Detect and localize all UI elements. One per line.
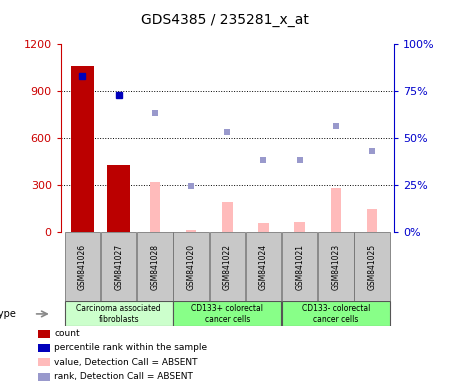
Bar — [149, 182, 160, 232]
Text: GSM841024: GSM841024 — [259, 244, 268, 290]
Bar — [354, 232, 390, 301]
Text: value, Detection Call = ABSENT: value, Detection Call = ABSENT — [54, 358, 198, 367]
Text: CD133+ colorectal
cancer cells: CD133+ colorectal cancer cells — [191, 304, 263, 324]
Bar — [318, 232, 354, 301]
Bar — [173, 301, 281, 326]
Bar — [282, 232, 317, 301]
Text: percentile rank within the sample: percentile rank within the sample — [54, 344, 207, 353]
Bar — [65, 301, 173, 326]
Bar — [246, 232, 281, 301]
Bar — [186, 230, 196, 232]
Text: GSM841028: GSM841028 — [150, 244, 159, 290]
Bar — [107, 165, 130, 232]
Text: GSM841022: GSM841022 — [223, 244, 232, 290]
Bar — [331, 189, 341, 232]
Bar — [222, 202, 233, 232]
Text: GSM841025: GSM841025 — [368, 244, 377, 290]
Bar — [282, 301, 390, 326]
Text: GSM841023: GSM841023 — [331, 244, 340, 290]
Text: rank, Detection Call = ABSENT: rank, Detection Call = ABSENT — [54, 372, 194, 381]
Bar — [71, 66, 94, 232]
Text: count: count — [54, 329, 80, 338]
Bar — [173, 232, 209, 301]
Text: GSM841026: GSM841026 — [78, 244, 87, 290]
Text: GSM841021: GSM841021 — [295, 244, 304, 290]
Text: CD133- colorectal
cancer cells: CD133- colorectal cancer cells — [302, 304, 370, 324]
Bar — [210, 232, 245, 301]
Text: cell type: cell type — [0, 309, 16, 319]
Bar — [38, 329, 50, 338]
Bar — [294, 222, 305, 232]
Bar — [38, 344, 50, 352]
Text: Carcinoma associated
fibroblasts: Carcinoma associated fibroblasts — [76, 304, 161, 324]
Bar — [137, 232, 173, 301]
Text: GSM841020: GSM841020 — [187, 244, 196, 290]
Bar — [367, 209, 378, 232]
Text: GDS4385 / 235281_x_at: GDS4385 / 235281_x_at — [141, 13, 309, 27]
Text: GSM841027: GSM841027 — [114, 244, 123, 290]
Bar — [38, 358, 50, 366]
Bar — [65, 232, 100, 301]
Bar — [101, 232, 136, 301]
Bar — [258, 223, 269, 232]
Bar — [38, 373, 50, 381]
